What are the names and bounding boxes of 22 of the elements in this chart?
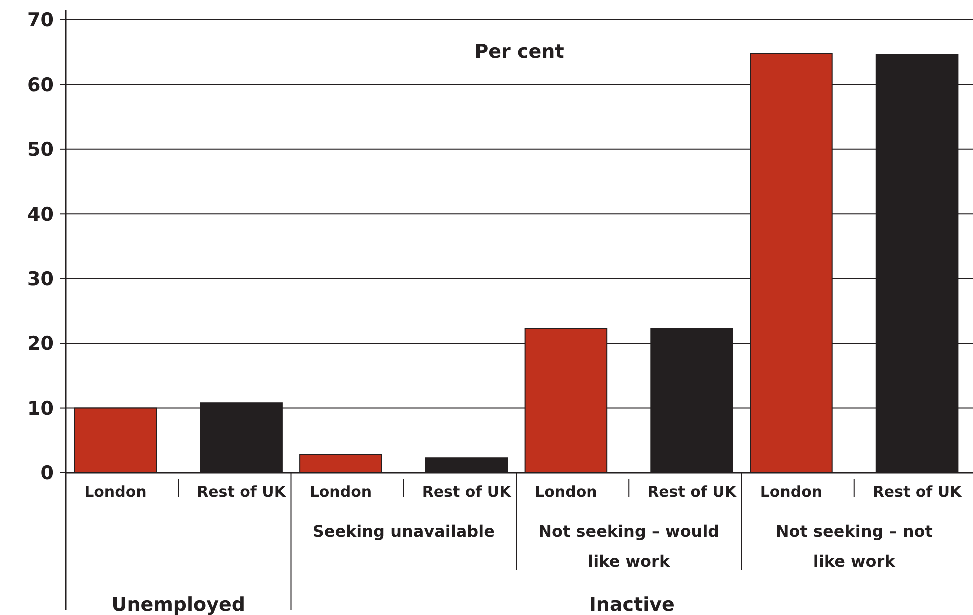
y-tick-label: 10 xyxy=(28,398,54,420)
text: Rest of UK xyxy=(872,483,962,501)
y-tick-label: 20 xyxy=(28,333,54,356)
y-tick-label: 0 xyxy=(40,462,54,485)
legend-label: Rest of UK xyxy=(197,483,288,501)
y-tick-label: 30 xyxy=(28,268,54,291)
y-tick-label: 50 xyxy=(28,139,54,162)
y-tick-label: 60 xyxy=(28,74,54,96)
text: Unemployed xyxy=(112,594,246,615)
text: London xyxy=(760,483,823,501)
y-tick-label: 70 xyxy=(28,10,54,32)
x-tick-label: Seeking unavailable xyxy=(312,522,496,541)
y-axis-title: Per cent xyxy=(474,41,564,63)
series-label: London xyxy=(84,483,147,501)
y-tick-label: 40 xyxy=(28,204,54,226)
text: London xyxy=(310,483,372,501)
text: Inactive xyxy=(589,594,675,615)
x-tick-label: Not seeking – not like work xyxy=(776,522,934,571)
text: Rest of UK xyxy=(648,483,736,501)
text: Rest of UK xyxy=(422,483,512,501)
text: London xyxy=(535,483,598,501)
x-tick-label: Not seeking – would like work xyxy=(538,522,720,571)
